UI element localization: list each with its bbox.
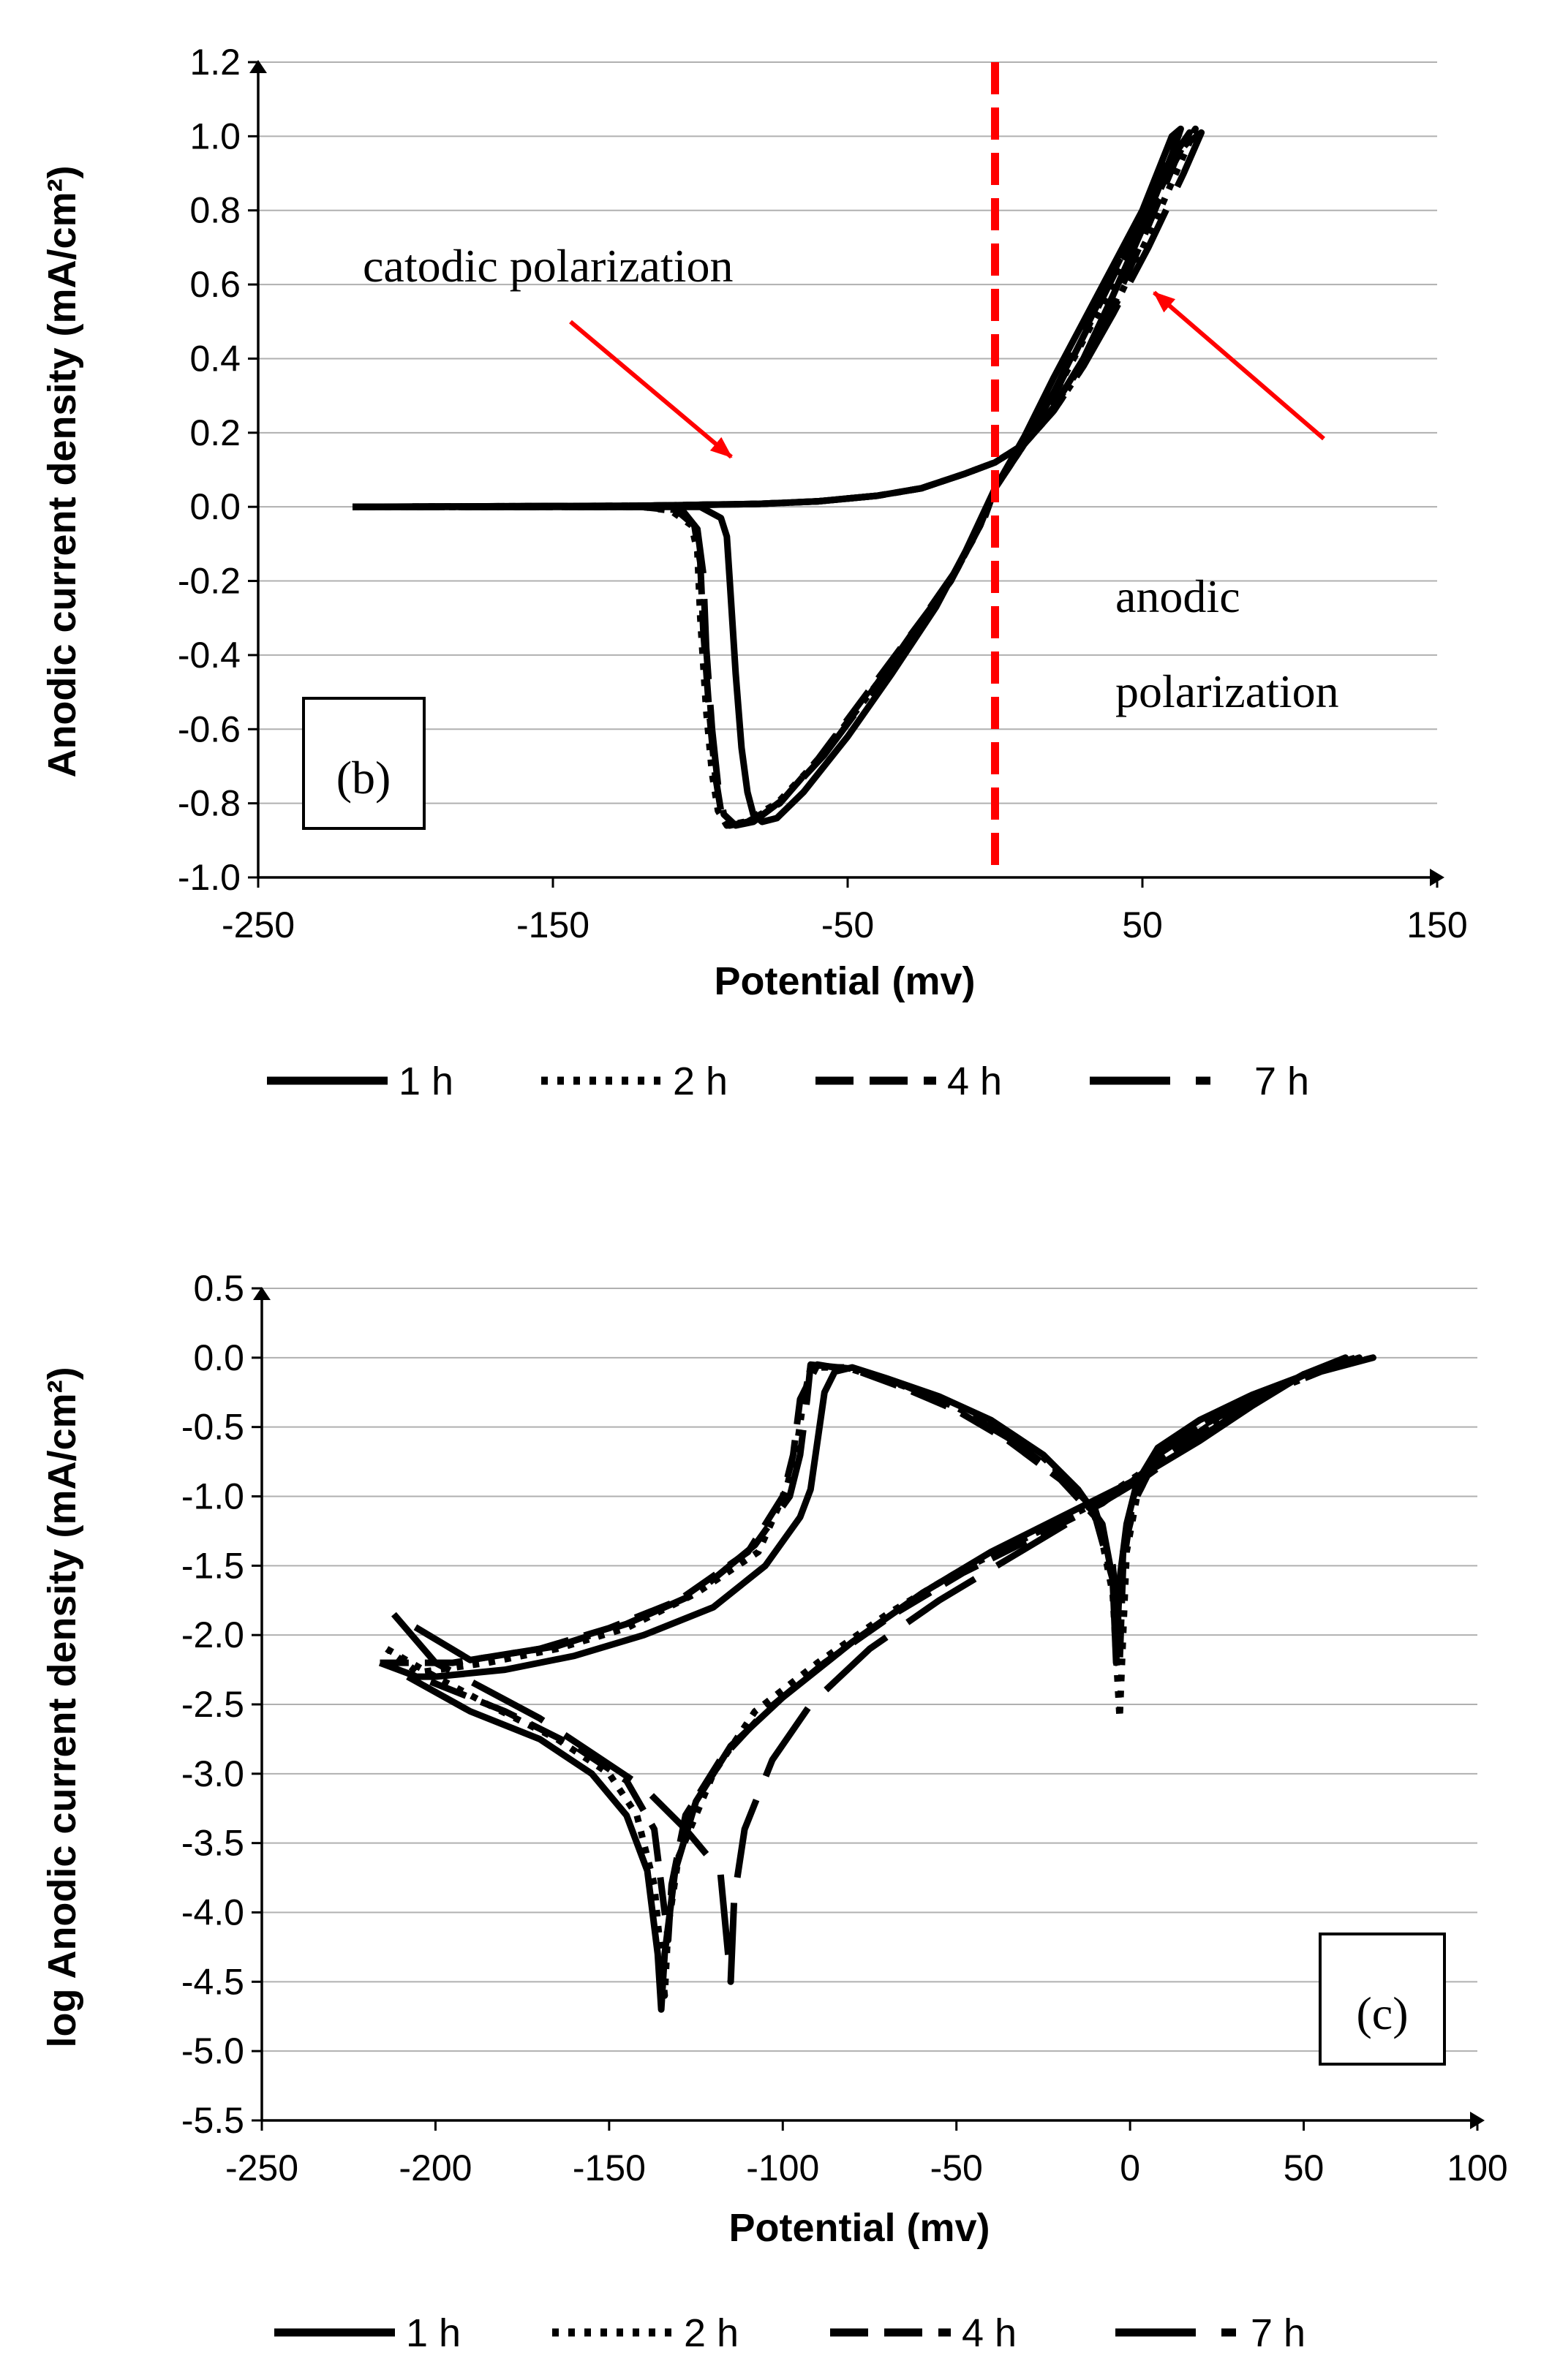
c-y-tick-label: -5.5 xyxy=(181,2100,244,2141)
b-legend-label-4h: 4 h xyxy=(947,1059,1002,1103)
b-y-tick-label: 0.4 xyxy=(189,338,241,379)
c-y-tick-label: -4.5 xyxy=(181,1961,244,2002)
c-series-curves xyxy=(378,1354,1376,2013)
b-x-tick-label: 50 xyxy=(1122,904,1163,945)
c-legend-label-1h: 1 h xyxy=(406,2311,461,2355)
c-y-tick-label: -1.0 xyxy=(181,1476,244,1517)
b-x-axis-title: Potential (mv) xyxy=(714,959,975,1003)
c-y-tick-label: -4.0 xyxy=(181,1892,244,1933)
c-series-line-4h xyxy=(378,1354,1360,1943)
c-y-tick-label: 0.5 xyxy=(193,1268,244,1309)
c-tick-labels: 0.5 0.0 -0.5 -1.0 -1.5 -2.0 -2.5 -3.0 -3.5 -4.0 -4… xyxy=(181,1268,1508,2188)
c-x-tick-label: -200 xyxy=(399,2147,472,2188)
c-y-tick-label: -3.5 xyxy=(181,1823,244,1864)
panel-c: 0.5 0.0 -0.5 -1.0 -1.5 -2.0 -2.5 -3.0 -3.5 -4.0 -4… xyxy=(40,1268,1508,2355)
b-series-line-4h xyxy=(352,129,1193,829)
c-x-tick-label: -150 xyxy=(573,2147,646,2188)
c-gridlines xyxy=(262,1288,1477,2052)
c-y-axis-arrow-icon xyxy=(253,1287,271,1300)
c-x-axis-arrow-icon xyxy=(1470,2112,1485,2129)
b-panel-label: (b) xyxy=(336,752,391,804)
b-y-tick-label: 0.2 xyxy=(189,412,241,453)
b-y-tick-label: 0.0 xyxy=(189,486,241,527)
c-series-line-7h xyxy=(391,1354,1376,1985)
c-series-line-2h xyxy=(385,1354,1363,1999)
b-anodic-annotation-line1: anodic xyxy=(1115,570,1240,622)
b-legend-label-7h: 7 h xyxy=(1254,1059,1309,1103)
b-legend-label-2h: 2 h xyxy=(673,1059,728,1103)
b-y-tick-label: 1.2 xyxy=(189,42,241,83)
c-x-axis-title: Potential (mv) xyxy=(728,2206,990,2250)
b-panel-label-box xyxy=(302,697,426,830)
c-x-tick-label: 100 xyxy=(1447,2147,1507,2188)
b-y-tick-label: 1.0 xyxy=(189,116,241,156)
b-anodic-annotation-line2: polarization xyxy=(1115,665,1339,717)
b-catodic-annotation: catodic polarization xyxy=(363,240,733,292)
c-y-tick-label: -5.0 xyxy=(181,2030,244,2071)
c-y-tick-label: 0.0 xyxy=(193,1337,244,1378)
b-y-tick-label: -1.0 xyxy=(178,857,241,898)
c-y-tick-label: -2.5 xyxy=(181,1684,244,1725)
c-legend: 1 h 2 h 4 h 7 h xyxy=(274,2311,1305,2355)
b-x-tick-label: 150 xyxy=(1406,904,1467,945)
c-y-tick-label: -3.0 xyxy=(181,1753,244,1794)
b-series-curves xyxy=(352,125,1205,829)
c-legend-label-2h: 2 h xyxy=(684,2311,739,2355)
b-series-line-1h xyxy=(352,125,1184,826)
b-y-tick-label: -0.2 xyxy=(178,561,241,602)
c-panel-label-box xyxy=(1319,1933,1446,2066)
c-y-tick-label: -0.5 xyxy=(181,1407,244,1448)
c-legend-label-7h: 7 h xyxy=(1251,2311,1305,2355)
b-x-tick-label: -150 xyxy=(516,904,589,945)
b-tick-labels: 1.2 1.0 0.8 0.6 0.4 0.2 0.0 -0.2 -0.4 -0.6 -0.8 -1.… xyxy=(178,42,1468,945)
b-anodic-red-arrow xyxy=(1153,290,1325,441)
c-x-tick-label: 50 xyxy=(1284,2147,1325,2188)
c-x-tick-label: -100 xyxy=(746,2147,819,2188)
b-y-tick-label: -0.4 xyxy=(178,635,241,676)
b-x-tick-label: -250 xyxy=(222,904,295,945)
c-y-tick-label: -2.0 xyxy=(181,1614,244,1655)
c-legend-label-4h: 4 h xyxy=(962,2311,1017,2355)
b-y-tick-label: 0.6 xyxy=(189,264,241,305)
b-x-tick-label: -50 xyxy=(821,904,874,945)
b-legend: 1 h 2 h 4 h 7 h xyxy=(267,1059,1309,1103)
b-y-axis-title: Anodic current density (mA/cm²) xyxy=(40,165,84,777)
b-y-tick-label: -0.8 xyxy=(178,783,241,824)
b-series-line-2h xyxy=(352,125,1199,829)
c-x-tick-label: -250 xyxy=(225,2147,298,2188)
c-x-tick-label: 0 xyxy=(1120,2147,1140,2188)
c-x-tick-label: -50 xyxy=(930,2147,983,2188)
b-legend-label-1h: 1 h xyxy=(399,1059,453,1103)
c-panel-label: (c) xyxy=(1356,1987,1408,2039)
b-catodic-red-arrow xyxy=(569,320,733,459)
c-y-tick-label: -1.5 xyxy=(181,1545,244,1586)
b-series-line-7h xyxy=(352,129,1205,829)
b-x-axis-arrow-icon xyxy=(1430,869,1444,886)
b-y-tick-label: -0.6 xyxy=(178,709,241,749)
b-y-axis-arrow-icon xyxy=(249,60,267,73)
c-y-axis-title: log Anodic current density (mA/cm²) xyxy=(40,1367,84,2047)
panel-b: 1.2 1.0 0.8 0.6 0.4 0.2 0.0 -0.2 -0.4 -0.6 -0.8 -1.… xyxy=(40,42,1468,1103)
b-y-tick-label: 0.8 xyxy=(189,190,241,231)
